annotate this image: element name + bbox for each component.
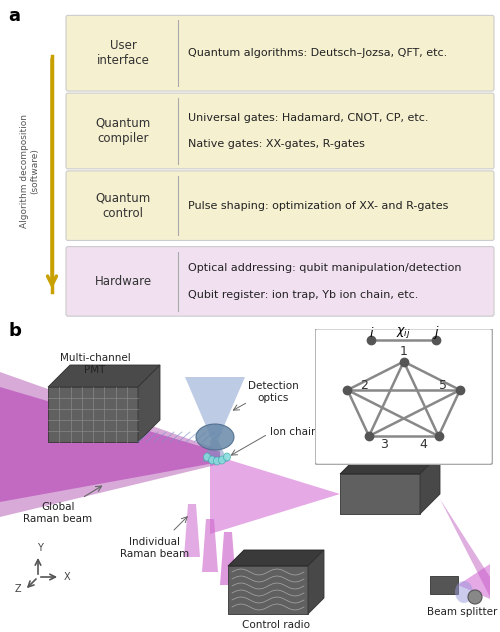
Polygon shape <box>202 519 218 572</box>
Text: $i$: $i$ <box>368 325 374 340</box>
Text: Control radio
frequency signals: Control radio frequency signals <box>230 620 322 632</box>
Ellipse shape <box>455 581 473 603</box>
Polygon shape <box>420 454 440 514</box>
Polygon shape <box>440 499 490 597</box>
Polygon shape <box>48 365 160 387</box>
Text: Qubit register: ion trap, Yb ion chain, etc.: Qubit register: ion trap, Yb ion chain, … <box>188 289 418 300</box>
Polygon shape <box>340 474 420 514</box>
Ellipse shape <box>224 453 230 461</box>
Text: 3: 3 <box>380 438 388 451</box>
Polygon shape <box>48 387 138 442</box>
Text: Beam splitter: Beam splitter <box>427 607 497 617</box>
Text: Hardware: Hardware <box>94 275 152 288</box>
Polygon shape <box>185 377 245 440</box>
Text: 1: 1 <box>400 345 407 358</box>
Text: X: X <box>64 572 70 582</box>
Polygon shape <box>0 387 220 502</box>
Text: $\chi_{ij}$: $\chi_{ij}$ <box>396 325 411 340</box>
Polygon shape <box>220 532 236 585</box>
Polygon shape <box>340 454 440 474</box>
Text: Pulse shaping: optimization of XX- and R-gates: Pulse shaping: optimization of XX- and R… <box>188 201 448 210</box>
Text: 2: 2 <box>360 379 368 392</box>
Polygon shape <box>228 550 324 566</box>
Text: User
interface: User interface <box>96 39 150 67</box>
Text: Native gates: XX-gates, R-gates: Native gates: XX-gates, R-gates <box>188 139 365 149</box>
Polygon shape <box>458 564 490 599</box>
Polygon shape <box>228 566 308 614</box>
Text: Global
Raman beam: Global Raman beam <box>24 502 92 523</box>
Polygon shape <box>184 504 200 557</box>
Text: Quantum algorithms: Deutsch–Jozsa, QFT, etc.: Quantum algorithms: Deutsch–Jozsa, QFT, … <box>188 48 448 58</box>
Text: Quantum
compiler: Quantum compiler <box>96 117 150 145</box>
Text: b: b <box>8 322 21 340</box>
Ellipse shape <box>468 590 482 604</box>
Text: Quantum
control: Quantum control <box>96 191 150 220</box>
FancyBboxPatch shape <box>66 15 494 91</box>
Ellipse shape <box>208 456 216 464</box>
Ellipse shape <box>218 456 226 464</box>
Polygon shape <box>308 550 324 614</box>
Polygon shape <box>430 576 458 594</box>
Text: Multi-channel
AOM: Multi-channel AOM <box>394 432 466 454</box>
FancyBboxPatch shape <box>66 93 494 169</box>
Polygon shape <box>138 365 160 442</box>
Text: 4: 4 <box>420 438 428 451</box>
FancyBboxPatch shape <box>315 329 492 465</box>
Text: Optical addressing: qubit manipulation/detection: Optical addressing: qubit manipulation/d… <box>188 263 462 273</box>
FancyBboxPatch shape <box>66 171 494 240</box>
Ellipse shape <box>214 457 220 465</box>
Ellipse shape <box>196 424 234 450</box>
Text: Universal gates: Hadamard, CNOT, CP, etc.: Universal gates: Hadamard, CNOT, CP, etc… <box>188 112 428 123</box>
Text: Z: Z <box>14 584 21 594</box>
Text: Individual
Raman beam: Individual Raman beam <box>120 537 190 559</box>
Text: Y: Y <box>37 543 43 553</box>
FancyBboxPatch shape <box>66 246 494 316</box>
Text: 5: 5 <box>440 379 448 392</box>
Text: Multi-channel
PMT: Multi-channel PMT <box>60 353 130 375</box>
Polygon shape <box>210 454 340 534</box>
Ellipse shape <box>204 453 210 461</box>
Text: $j$: $j$ <box>433 324 440 341</box>
Text: a: a <box>8 7 20 25</box>
Text: Algorithm decomposition
(software): Algorithm decomposition (software) <box>20 114 40 228</box>
Polygon shape <box>202 440 228 462</box>
Text: Detection
optics: Detection optics <box>248 381 299 403</box>
Text: Ion chain: Ion chain <box>270 427 318 437</box>
Polygon shape <box>0 372 220 517</box>
